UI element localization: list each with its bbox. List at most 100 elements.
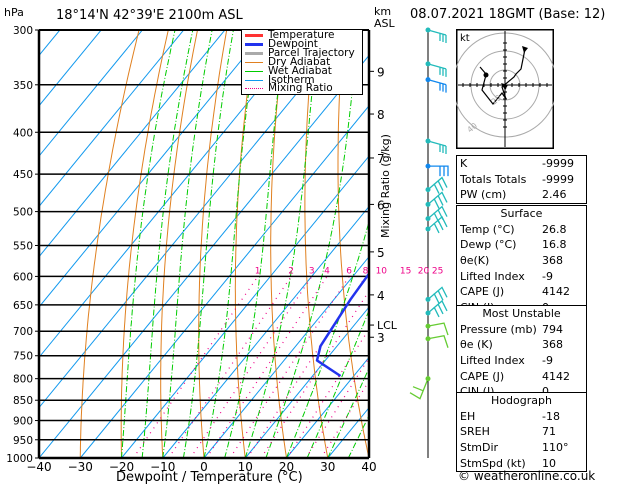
index-row: Lifted Index -9 (457, 269, 586, 285)
index-value: 26.8 (542, 222, 567, 236)
index-label: StmDir (460, 441, 499, 455)
index-value: 2.46 (542, 188, 567, 202)
index-label: StmSpd (kt) (460, 456, 526, 470)
pressure-unit-label: hPa (4, 6, 24, 19)
index-value: 794 (542, 322, 563, 336)
index-label: Dewp (°C) (460, 238, 517, 252)
index-value: 4142 (542, 369, 570, 383)
index-value: -18 (542, 409, 560, 423)
wind-barb (427, 286, 448, 304)
x-tick-label: 0 (200, 460, 208, 474)
datetime-title: 08.07.2021 18GMT (Base: 12) (410, 7, 606, 22)
x-tick-label: −30 (68, 460, 93, 474)
mixing-ratio-label: 8 (363, 266, 369, 276)
mixing-ratio-label: 25 (432, 266, 443, 276)
index-value: -9999 (542, 172, 574, 186)
wet-adiabat-line (306, 309, 369, 458)
index-row: StmDir 110° (457, 440, 586, 456)
legend-swatch (245, 70, 263, 72)
index-value: -9 (542, 269, 553, 283)
index-row: Pressure (mb) 794 (457, 322, 586, 338)
mixing-ratio-label: 6 (346, 266, 352, 276)
wind-barb (428, 165, 449, 177)
x-tick-label: 30 (320, 460, 335, 474)
dry-adiabat-line (234, 30, 257, 458)
pressure-tick-label: 450 (13, 169, 33, 181)
index-label: Temp (°C) (460, 222, 515, 236)
x-tick-label: 40 (361, 460, 376, 474)
wet-adiabat-line (265, 30, 360, 458)
index-label: CAPE (J) (460, 369, 505, 383)
x-tick-label: 10 (238, 460, 253, 474)
wind-barb (427, 322, 449, 336)
legend-label: Temperature (268, 29, 335, 41)
mixing-ratio-axis-label: Mixing Ratio (g/kg) (379, 134, 392, 238)
wind-barb (427, 140, 447, 155)
most-unstable-box: Most Unstable Pressure (mb) 794 θe (K) 368… (456, 305, 587, 402)
index-row: Lifted Index -9 (457, 353, 586, 369)
index-label: Lifted Index (460, 354, 525, 368)
pressure-tick-label: 300 (13, 25, 33, 37)
index-label: CAPE (J) (460, 285, 505, 299)
km-tick-label: 7 (377, 152, 385, 166)
isotherm-line (39, 30, 102, 107)
wind-barb-dot (425, 61, 431, 67)
dry-adiabat-line (304, 30, 329, 458)
isotherm-line (39, 30, 185, 208)
index-value: 368 (542, 254, 563, 268)
surface-box: Surface Temp (°C) 26.8 Dewp (°C) 16.8 θe(K… (456, 205, 587, 317)
dry-adiabat-line (79, 30, 140, 458)
legend-label: Dewpoint (268, 37, 318, 50)
index-row: EH -18 (457, 409, 586, 425)
most-unstable-title: Most Unstable (482, 307, 561, 320)
isotherm-line (286, 356, 369, 458)
index-value: 10 (542, 456, 556, 470)
isotherm-line (244, 306, 369, 458)
index-value: 4142 (542, 285, 570, 299)
asl-unit-label: ASL (374, 17, 395, 30)
pressure-tick-label: 500 (13, 207, 33, 219)
km-unit-label: km (374, 5, 392, 18)
pressure-tick-label: 350 (13, 80, 33, 92)
isotherm-line (203, 255, 369, 458)
wind-barb (427, 299, 448, 318)
copyright: © weatheronline.co.uk (458, 469, 596, 483)
x-tick-label: 20 (279, 460, 294, 474)
mixing-ratio-label: 2 (288, 266, 294, 276)
isotherm-line (39, 30, 61, 57)
index-value: 368 (542, 338, 563, 352)
wind-barb (427, 63, 447, 77)
index-label: Lifted Index (460, 269, 525, 283)
index-row: SREH 71 (457, 424, 586, 440)
mixing-ratio-label: 15 (400, 266, 411, 276)
hodograph-point (483, 72, 489, 78)
mixing-ratio-label: 20 (418, 266, 430, 276)
index-label: Pressure (mb) (460, 322, 537, 336)
index-value: 16.8 (542, 238, 567, 252)
isotherm-line (39, 30, 267, 308)
index-row: Dewp (°C) 16.8 (457, 237, 586, 253)
dewpoint-line (315, 208, 369, 378)
km-tick-label: 9 (377, 65, 385, 79)
index-row: CAPE (J) 4142 (457, 284, 586, 300)
index-row: θe (K) 368 (457, 337, 586, 353)
background-lines (39, 30, 369, 458)
pressure-tick-label: 800 (13, 374, 33, 386)
index-label: θe(K) (460, 254, 490, 268)
pressure-tick-label: 950 (13, 435, 33, 447)
index-row-totals: Totals Totals -9999 (457, 172, 586, 188)
index-label: Totals Totals (460, 172, 527, 186)
dry-adiabat-line (270, 30, 287, 458)
isotherm-line (79, 105, 369, 458)
hodograph-arrow (522, 46, 528, 53)
wet-adiabat-line (162, 30, 213, 458)
legend-item: Isotherm (245, 74, 315, 85)
wind-barb (427, 191, 448, 209)
x-tick-label: −10 (150, 460, 175, 474)
legend-item: Dewpoint (245, 37, 318, 50)
index-row-pw: PW (cm) 2.46 (457, 187, 586, 203)
storm-motion-marker (501, 83, 508, 90)
wet-adiabat-line (141, 30, 194, 458)
x-axis-label: Dewpoint / Temperature (°C) (116, 470, 303, 485)
